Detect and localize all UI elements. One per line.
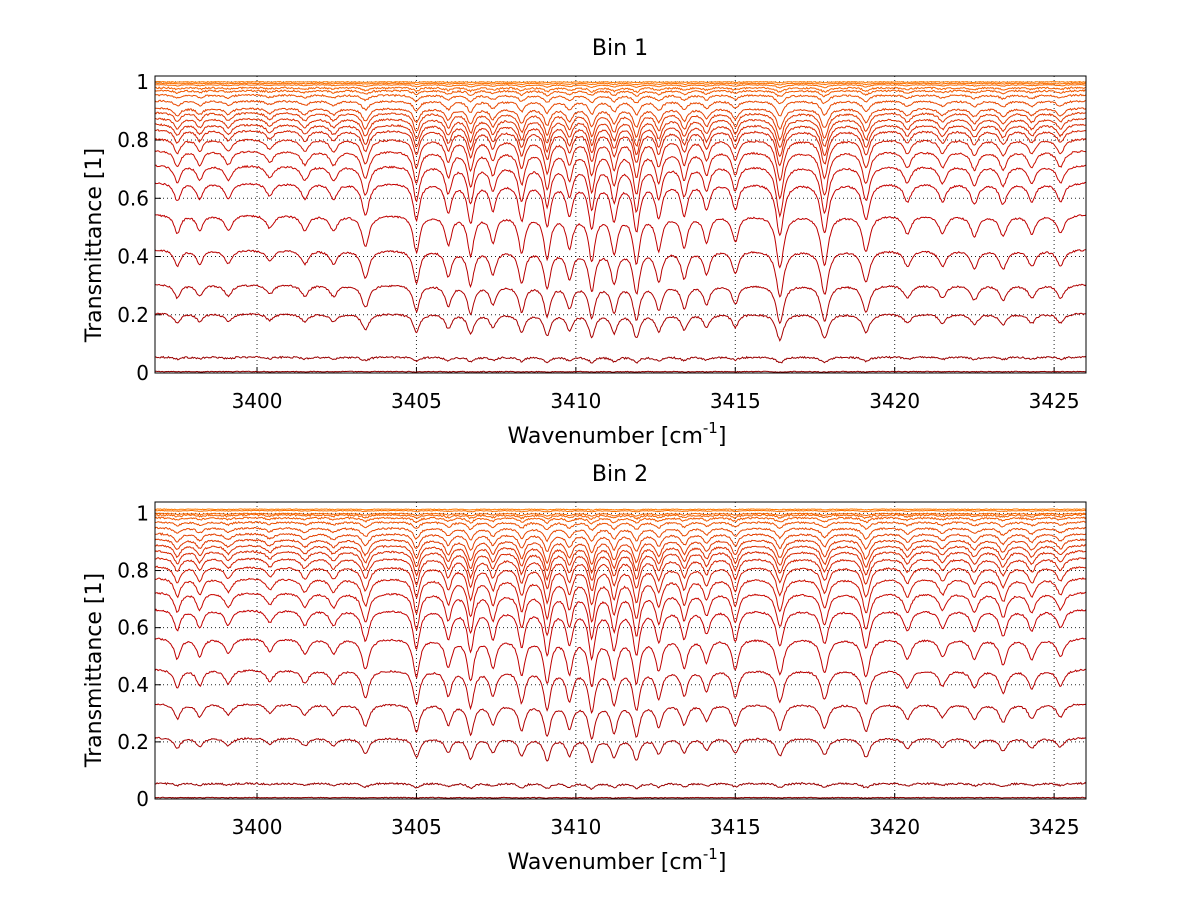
y-tick-labels: 0 0.2 0.4 0.6 0.8 1 [117,501,149,811]
series-line [155,703,1086,740]
series-line [155,181,1086,237]
series-layer [155,80,1086,373]
x-axis-label: Wavenumber [cm-1] [508,419,727,449]
y-tick-label: 0.6 [117,186,149,210]
series-line [155,107,1086,131]
x-axis-label-tail: ] [718,850,727,875]
series-line [155,608,1086,661]
series-line [155,538,1086,565]
series-line [155,312,1086,342]
series-line [155,550,1086,582]
x-tick-label: 3405 [391,389,442,413]
series-line [155,93,1086,105]
series-layer [155,508,1086,799]
y-axis-label: Transmittance [1] [82,573,107,768]
y-tick-label: 0.6 [117,616,149,640]
series-line [155,214,1086,269]
x-tick-label: 3400 [232,815,283,839]
x-axis-label-text: Wavenumber [cm [508,424,703,449]
series-line [155,516,1086,525]
series-line [155,591,1086,641]
axes-frame [154,75,1087,374]
series-line [155,123,1086,158]
series-line [155,111,1086,142]
series-line [155,532,1086,554]
series-line [155,249,1086,298]
x-axis-label-tail: ] [718,424,727,449]
series-line [155,150,1086,200]
series-line [155,83,1086,89]
subplot-bin-1: Bin 1 3400 3405 3410 3415 3420 3425 0 0.2 0.4 0.… [82,36,1087,449]
y-tick-label: 0.8 [117,559,149,583]
x-tick-label: 3405 [391,815,442,839]
series-line [155,668,1086,714]
x-axis-label-superscript: -1 [703,419,718,437]
series-line [155,520,1086,532]
y-tick-label: 0.4 [117,673,149,697]
x-tick-label: 3425 [1029,815,1080,839]
series-line [155,137,1086,182]
series-line [155,370,1086,373]
axes-frame [154,501,1087,800]
series-line [155,117,1086,148]
x-tick-label: 3400 [232,389,283,413]
x-axis-label-superscript: -1 [703,845,718,863]
y-tick-label: 0 [136,361,149,385]
series-line [155,80,1086,84]
series-line [155,355,1086,364]
x-axis-label: Wavenumber [cm-1] [508,845,727,875]
series-line [155,82,1086,86]
x-tick-label: 3420 [869,815,920,839]
y-tick-label: 0 [136,787,149,811]
x-tick-label: 3410 [550,815,601,839]
series-line [155,796,1086,799]
y-tick-label: 0.4 [117,245,149,269]
series-line [155,164,1086,219]
x-tick-label: 3415 [710,389,761,413]
x-axis-label-text: Wavenumber [cm [508,850,703,875]
y-tick-label: 0.2 [117,303,149,327]
subplot-bin-2: Bin 2 3400 3405 3410 3415 3420 3425 0 0.2 0.4 0.… [82,462,1087,875]
chart-title: Bin 1 [592,36,648,61]
y-tick-label: 0.8 [117,128,149,152]
series-line [155,89,1086,98]
series-line [155,557,1086,591]
y-tick-label: 1 [136,70,149,94]
y-tick-label: 1 [136,501,149,525]
series-line [155,283,1086,325]
x-tick-labels: 3400 3405 3410 3415 3420 3425 [232,389,1080,413]
x-tick-label: 3410 [550,389,601,413]
series-line [155,781,1086,791]
x-tick-labels: 3400 3405 3410 3415 3420 3425 [232,815,1080,839]
series-line [155,129,1086,167]
series-line [155,99,1086,117]
series-line [155,512,1086,517]
series-line [155,577,1086,623]
series-line [155,736,1086,764]
y-axis-label: Transmittance [1] [82,148,107,343]
x-tick-label: 3420 [869,389,920,413]
y-tick-label: 0.2 [117,730,149,754]
x-tick-label: 3415 [710,815,761,839]
series-line [155,86,1086,94]
series-line [155,565,1086,606]
series-line [155,526,1086,543]
series-line [155,543,1086,575]
y-tick-labels: 0 0.2 0.4 0.6 0.8 1 [117,70,149,385]
chart-title: Bin 2 [592,462,648,487]
series-line [155,508,1086,511]
series-line [155,513,1086,521]
series-line [155,637,1086,688]
x-tick-label: 3425 [1029,389,1080,413]
series-line [155,509,1086,513]
